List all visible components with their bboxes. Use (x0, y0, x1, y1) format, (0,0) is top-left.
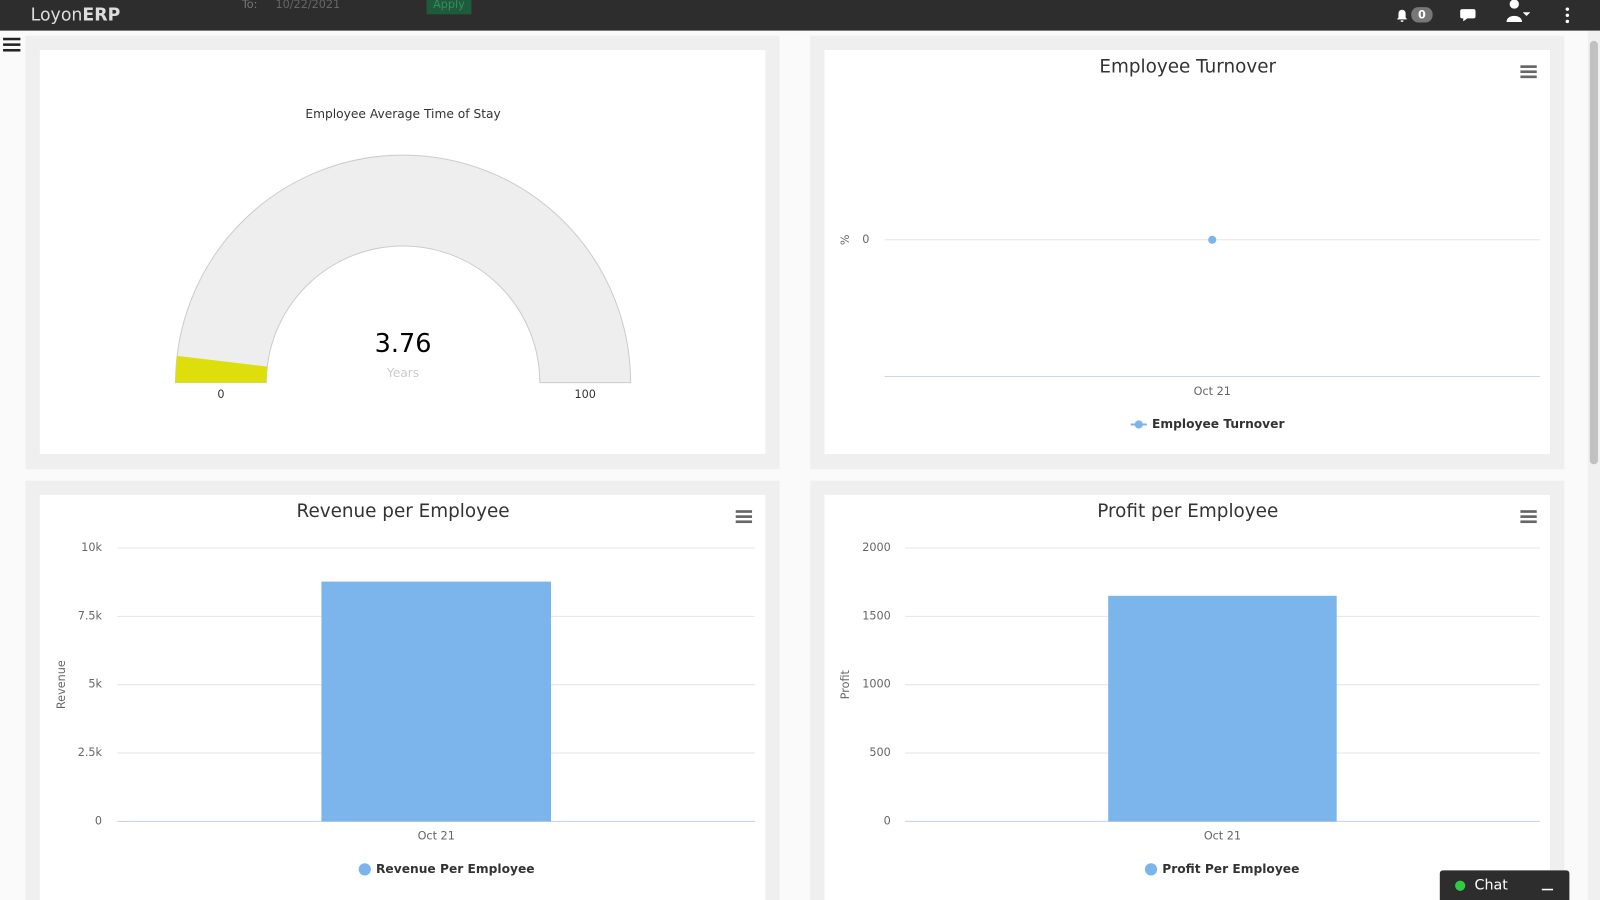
data-point (1208, 235, 1217, 244)
gauge-tick-label: 0 (217, 388, 224, 401)
chart-menu[interactable] (1520, 515, 1537, 518)
chart-menu[interactable] (1520, 70, 1537, 74)
y-tick-label: 500 (869, 746, 890, 759)
chart-menu[interactable] (1520, 510, 1537, 513)
bar (321, 581, 552, 822)
legend-label[interactable]: Employee Turnover (1152, 417, 1284, 431)
filter-date[interactable]: 10/22/2021 (276, 0, 341, 11)
apply-button[interactable] (426, 0, 472, 15)
x-tick-label: Oct 21 (1204, 830, 1241, 843)
legend-symbol (1134, 420, 1143, 429)
badge (1411, 7, 1433, 23)
brand[interactable]: LoyonERP (31, 5, 121, 25)
chart-title: Revenue per Employee (297, 501, 510, 522)
scrollbar-thumb[interactable] (1589, 40, 1598, 465)
chart-menu[interactable] (1520, 75, 1537, 79)
filter-label: To: (241, 0, 258, 11)
chart-title: Employee Turnover (1099, 56, 1276, 77)
chart-menu[interactable] (1520, 520, 1537, 524)
chart-menu[interactable] (735, 520, 753, 524)
y-tick-label: 5k (88, 678, 102, 691)
y-tick-label: 1000 (862, 678, 891, 691)
legend-symbol (358, 863, 371, 876)
legend-label[interactable]: Revenue Per Employee (376, 862, 535, 876)
brand-bold: ERP (82, 5, 120, 25)
sidebar-toggle[interactable] (3, 37, 21, 52)
gauge-unit: Years (386, 366, 419, 380)
y-axis-label: Profit (839, 669, 852, 699)
y-tick-label: 2000 (862, 541, 891, 554)
bell-icon[interactable] (1396, 9, 1408, 22)
chart-menu[interactable] (735, 515, 753, 518)
gauge-value-label: 3.76 (375, 329, 432, 359)
x-tick-label: Oct 21 (1194, 385, 1231, 398)
gauge-tick-label: 100 (574, 388, 595, 401)
x-tick-label: Oct 21 (418, 830, 455, 843)
legend-symbol (1144, 863, 1158, 876)
more-icon[interactable] (1565, 7, 1570, 24)
gauge-value (175, 355, 268, 383)
bar (1108, 595, 1337, 822)
y-tick-label: 1500 (862, 609, 891, 622)
brand-light: Loyon (31, 5, 83, 25)
navbar (0, 0, 1600, 31)
chart-menu[interactable] (1520, 65, 1537, 68)
chat-minimize[interactable] (1541, 888, 1554, 891)
chart-menu[interactable] (735, 510, 753, 513)
gauge-track (174, 154, 632, 384)
chart-title: Employee Average Time of Stay (305, 107, 500, 121)
messages-icon[interactable] (1460, 9, 1476, 22)
chat-widget[interactable] (1439, 870, 1570, 900)
y-tick-label: 7.5k (78, 609, 103, 622)
chat-label: Chat (1474, 878, 1508, 894)
y-tick-label: 2.5k (78, 746, 103, 759)
panel-body (824, 50, 1550, 455)
y-tick-label: 0 (884, 814, 891, 827)
legend-label[interactable]: Profit Per Employee (1162, 862, 1299, 876)
y-tick-label: 10k (81, 541, 102, 554)
panel-body (39, 50, 766, 455)
chart-title: Profit per Employee (1097, 501, 1278, 522)
badge-count: 0 (1418, 8, 1426, 21)
chat-status (1455, 880, 1466, 891)
y-axis-label: Revenue (55, 660, 68, 709)
y-tick-label: 0 (95, 814, 102, 827)
y-tick-label: 0 (862, 233, 869, 246)
y-axis-label: % (839, 234, 852, 245)
user-icon[interactable] (1506, 0, 1530, 22)
apply-label: Apply (433, 0, 465, 11)
